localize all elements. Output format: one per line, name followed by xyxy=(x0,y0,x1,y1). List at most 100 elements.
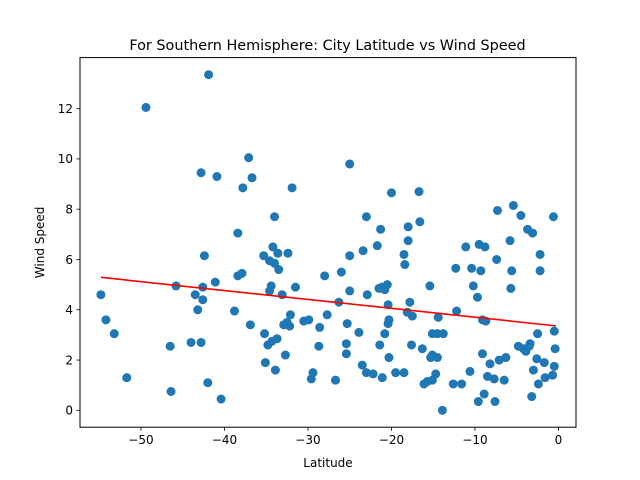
data-point xyxy=(505,236,515,246)
data-point xyxy=(516,210,526,220)
x-tick-label: −20 xyxy=(379,433,404,447)
data-point xyxy=(479,389,489,399)
data-point xyxy=(341,349,351,359)
data-point xyxy=(287,183,297,193)
y-tick-label: 8 xyxy=(65,203,73,217)
data-point xyxy=(270,365,280,375)
x-tick-label: −30 xyxy=(295,433,320,447)
x-axis-label: Latitude xyxy=(303,456,352,470)
data-point xyxy=(342,319,352,329)
x-axis-ticks: −50 −40 −30 −20 −10 0 xyxy=(128,427,562,447)
data-point xyxy=(417,344,427,354)
data-point xyxy=(535,249,545,259)
data-point xyxy=(399,368,409,378)
y-tick-label: 2 xyxy=(65,353,73,367)
data-point xyxy=(203,378,213,388)
x-tick-label: −40 xyxy=(212,433,237,447)
data-point xyxy=(415,217,425,227)
data-point xyxy=(270,212,280,222)
data-point xyxy=(277,290,287,300)
data-point xyxy=(384,315,394,325)
plot-area xyxy=(80,57,576,428)
plot-frame xyxy=(79,57,577,428)
data-point xyxy=(212,172,222,182)
data-point xyxy=(204,70,214,80)
data-point xyxy=(345,159,355,169)
data-point xyxy=(540,373,550,383)
data-point xyxy=(109,329,119,339)
data-point xyxy=(345,286,355,296)
chart-title: For Southern Hemisphere: City Latitude v… xyxy=(129,38,525,54)
data-point xyxy=(405,297,415,307)
data-point xyxy=(467,263,477,273)
data-point xyxy=(501,353,511,363)
data-point xyxy=(407,311,417,321)
data-point xyxy=(472,292,482,302)
data-point xyxy=(499,375,509,385)
data-point xyxy=(361,212,371,222)
data-point xyxy=(533,379,543,389)
regression-line-group xyxy=(100,276,557,327)
data-point xyxy=(190,290,200,300)
regression-line xyxy=(100,276,557,327)
data-point xyxy=(199,251,209,261)
data-point xyxy=(549,326,559,336)
data-point xyxy=(165,341,175,351)
x-tick-label: −50 xyxy=(128,433,153,447)
data-point xyxy=(96,290,106,300)
data-point xyxy=(283,248,293,258)
data-point xyxy=(507,266,517,276)
data-point xyxy=(237,268,247,278)
data-point xyxy=(528,228,538,238)
data-point xyxy=(193,305,203,315)
data-point xyxy=(506,283,516,293)
data-point xyxy=(527,392,537,402)
data-point xyxy=(290,282,300,292)
data-point xyxy=(533,329,543,339)
data-point xyxy=(468,281,478,291)
data-point xyxy=(304,315,314,325)
data-point xyxy=(425,281,435,291)
data-point xyxy=(535,266,545,276)
data-point xyxy=(196,168,206,178)
data-point xyxy=(432,353,442,363)
data-point xyxy=(548,370,558,380)
data-point xyxy=(490,397,500,407)
data-point xyxy=(549,361,559,371)
data-point xyxy=(259,251,269,261)
data-point xyxy=(285,321,295,331)
data-point xyxy=(285,310,295,320)
x-tick-label: 0 xyxy=(555,433,563,447)
data-point xyxy=(386,188,396,198)
data-point xyxy=(358,246,368,256)
data-point xyxy=(451,263,461,273)
y-tick-label: 12 xyxy=(58,102,73,116)
data-point xyxy=(238,183,248,193)
data-point xyxy=(384,353,394,363)
data-point xyxy=(473,397,483,407)
data-point xyxy=(122,373,132,383)
data-point xyxy=(448,379,458,389)
data-point xyxy=(465,366,475,376)
data-point xyxy=(438,329,448,339)
data-point xyxy=(382,280,392,290)
data-point xyxy=(508,200,518,210)
data-point xyxy=(414,187,424,197)
data-point xyxy=(341,339,351,349)
x-tick-label: −10 xyxy=(462,433,487,447)
data-point xyxy=(233,228,243,238)
data-point xyxy=(407,340,417,350)
data-point xyxy=(320,271,330,281)
data-point xyxy=(400,260,410,270)
data-point xyxy=(198,295,208,305)
data-point xyxy=(274,265,284,275)
data-point xyxy=(280,350,290,360)
data-point xyxy=(477,349,487,359)
data-point xyxy=(532,354,542,364)
data-point xyxy=(268,242,278,252)
data-point xyxy=(480,242,490,252)
data-point xyxy=(273,248,283,258)
y-axis-ticks: 0 2 4 6 8 10 12 xyxy=(58,102,80,418)
data-point xyxy=(375,340,385,350)
